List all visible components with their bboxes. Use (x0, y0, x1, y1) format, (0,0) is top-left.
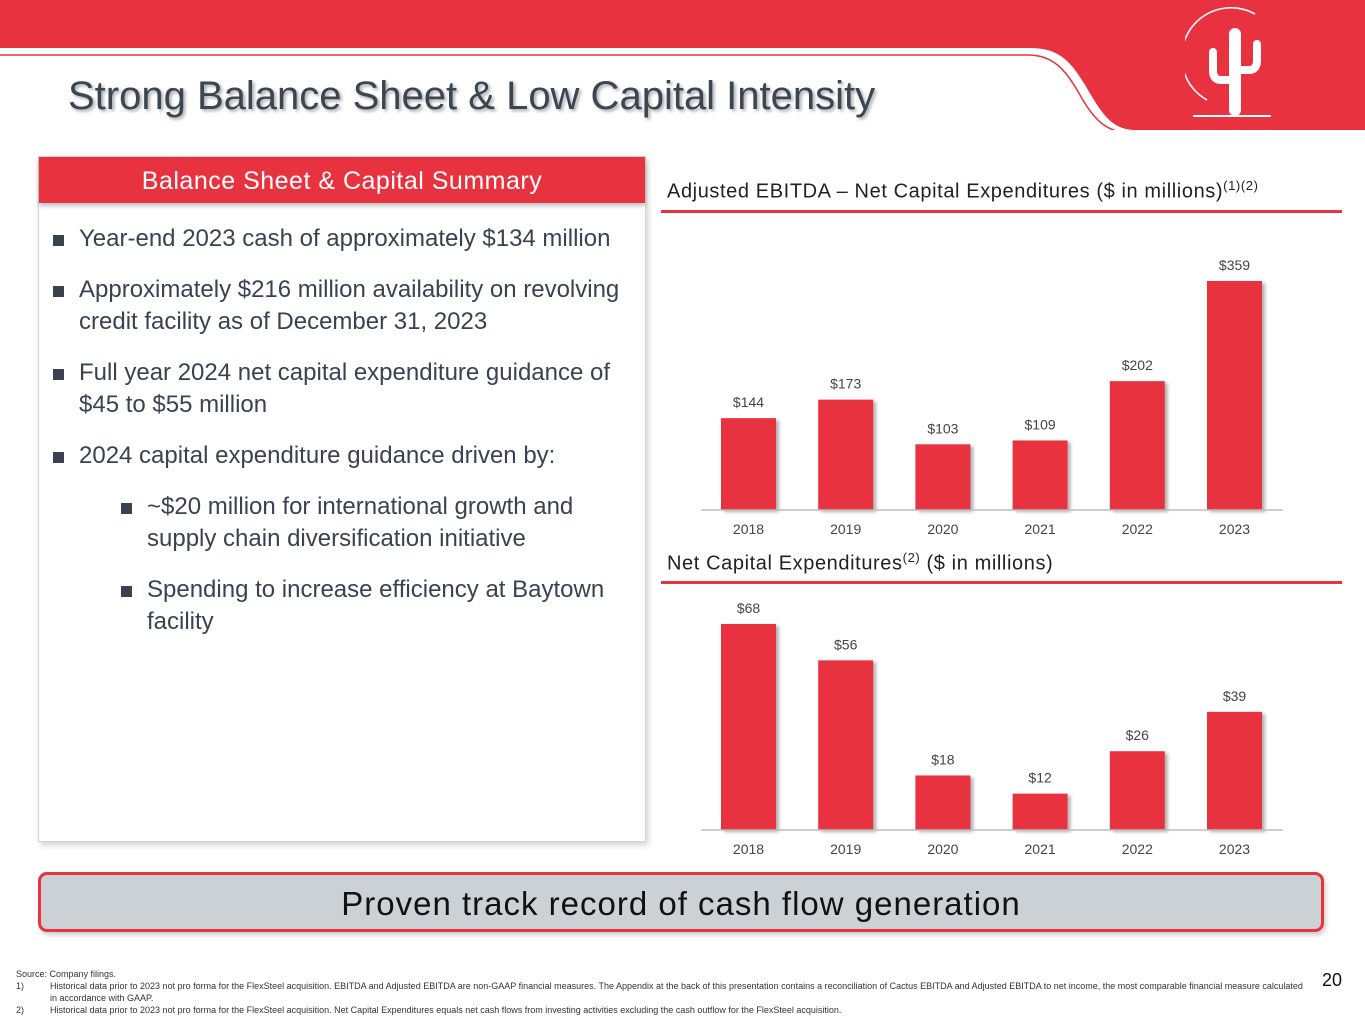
data-label-2019: $173 (830, 376, 861, 392)
x-tick-label-2018: 2018 (733, 841, 764, 857)
bar-2021 (1012, 793, 1068, 830)
panel-heading: Balance Sheet & Capital Summary (39, 157, 645, 203)
footnote-number: 2) (16, 1005, 25, 1015)
bullet-text: Year-end 2023 cash of approximately $134… (79, 225, 611, 252)
data-label-2021: $12 (1028, 770, 1052, 786)
data-label-2019: $56 (834, 636, 858, 652)
square-bullet-icon (53, 286, 64, 297)
footnote-number: 1) (16, 981, 25, 991)
cactus-logo-icon (1185, 7, 1271, 117)
bullet-item: Year-end 2023 cash of approximately $134… (53, 223, 643, 255)
bar-2022 (1109, 751, 1165, 830)
bar-2022 (1109, 381, 1165, 510)
ebitda-bar-chart: $144 2018 $173 2019 $103 2020 $109 2021 $202 2022… (701, 257, 1283, 537)
x-tick-label-2023: 2023 (1219, 521, 1250, 537)
sub-bullet-item: Spending to increase efficiency at Bayto… (121, 574, 643, 638)
data-label-2021: $109 (1025, 416, 1056, 432)
bar-2020 (915, 444, 971, 510)
capex-chart-title: Net Capital Expenditures(2) ($ in millio… (667, 550, 1053, 576)
x-tick-label-2019: 2019 (830, 521, 861, 537)
chart-title-footnote-ref: (1)(2) (1223, 178, 1259, 193)
x-tick-label-2022: 2022 (1122, 841, 1153, 857)
x-tick-label-2021: 2021 (1025, 841, 1056, 857)
page-title: Strong Balance Sheet & Low Capital Inten… (68, 74, 876, 118)
chart-title-footnote-ref: (2) (902, 550, 921, 565)
x-tick-label-2020: 2020 (927, 841, 958, 857)
bullet-item: Full year 2024 net capital expenditure g… (53, 357, 643, 421)
capex-bar-chart: $68 2018 $56 2019 $18 2020 $12 2021 $26 2022 $39 20… (701, 600, 1283, 857)
x-tick-label-2022: 2022 (1122, 521, 1153, 537)
bullet-text: Full year 2024 net capital expenditure g… (79, 359, 611, 418)
data-label-2022: $202 (1122, 357, 1153, 373)
page-number: 20 (1322, 970, 1343, 990)
x-tick-label-2020: 2020 (927, 521, 958, 537)
chart-title-rule (661, 210, 1342, 213)
data-label-2020: $103 (927, 420, 958, 436)
bullet-text: ~$20 million for international growth an… (147, 493, 574, 552)
bar-2023 (1207, 711, 1262, 830)
x-tick-label-2021: 2021 (1025, 521, 1056, 537)
highlight-banner: Proven track record of cash flow generat… (38, 872, 1324, 932)
data-label-2022: $26 (1126, 727, 1150, 743)
bar-2018 (721, 418, 776, 510)
bullet-text: Approximately $216 million availability … (79, 276, 620, 335)
chart-title-text: Net Capital Expenditures (667, 552, 903, 575)
data-label-2018: $68 (737, 600, 761, 616)
footnote-row: 2) Historical data prior to 2023 not pro … (16, 1004, 1306, 1016)
bullet-item: 2024 capital expenditure guidance driven… (53, 440, 643, 472)
data-label-2023: $39 (1223, 688, 1247, 704)
bar-2023 (1207, 281, 1262, 510)
x-tick-label-2019: 2019 (830, 841, 861, 857)
bar-2020 (915, 775, 971, 830)
source-note: Source: Company filings. (16, 969, 117, 979)
footnotes: Source: Company filings. 1) Historical da… (16, 968, 1306, 1016)
square-bullet-icon (121, 586, 132, 597)
square-bullet-icon (121, 503, 132, 514)
balance-sheet-panel: Balance Sheet & Capital Summary Year-end… (38, 156, 646, 842)
summary-bullet-list: Year-end 2023 cash of approximately $134… (53, 223, 643, 657)
bullet-text: Spending to increase efficiency at Bayto… (147, 576, 605, 635)
sub-bullet-item: ~$20 million for international growth an… (121, 491, 643, 555)
x-tick-label-2018: 2018 (733, 521, 764, 537)
square-bullet-icon (53, 369, 64, 380)
data-label-2023: $359 (1219, 257, 1250, 273)
chart-title-rule (661, 581, 1342, 584)
footnote-text: Historical data prior to 2023 not pro fo… (50, 981, 1303, 1003)
header-band (0, 0, 1365, 130)
data-label-2018: $144 (733, 394, 764, 410)
bar-2021 (1012, 440, 1068, 510)
footnote-text: Historical data prior to 2023 not pro fo… (50, 1005, 842, 1015)
chart-title-suffix: ($ in millions) (926, 552, 1054, 575)
square-bullet-icon (53, 235, 64, 246)
chart-title-text: Adjusted EBITDA – Net Capital Expenditur… (667, 180, 1224, 203)
data-label-2020: $18 (931, 751, 955, 767)
x-tick-label-2023: 2023 (1219, 841, 1250, 857)
bullet-item: Approximately $216 million availability … (53, 274, 643, 338)
bar-2019 (818, 660, 874, 830)
bullet-text: 2024 capital expenditure guidance driven… (79, 442, 556, 469)
footnote-row: 1) Historical data prior to 2023 not pro … (16, 980, 1306, 1004)
bar-2018 (721, 624, 776, 830)
square-bullet-icon (53, 452, 64, 463)
ebitda-chart-title: Adjusted EBITDA – Net Capital Expenditur… (667, 178, 1259, 204)
bar-2019 (818, 399, 874, 510)
